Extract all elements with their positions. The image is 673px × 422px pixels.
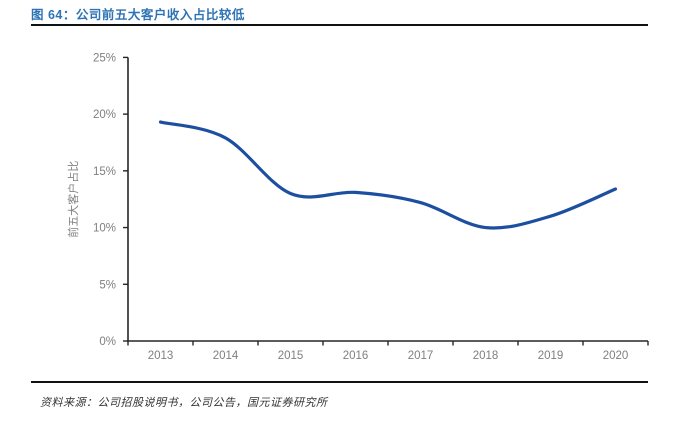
top-divider	[31, 24, 648, 26]
y-tick-label: 15%	[93, 166, 116, 178]
x-tick-label: 2016	[343, 350, 369, 362]
figure-title: 图 64：公司前五大客户收入占比较低	[31, 8, 245, 22]
source-note: 资料来源：公司招股说明书，公司公告，国元证券研究所	[40, 397, 328, 409]
x-tick-label: 2019	[538, 350, 564, 362]
x-tick-label: 2017	[408, 350, 434, 362]
x-tick-label: 2018	[473, 350, 499, 362]
y-axis-title: 前五大客户占比	[66, 161, 80, 238]
bottom-divider	[31, 381, 648, 383]
y-tick-label: 10%	[93, 223, 116, 235]
y-tick-label: 20%	[93, 109, 116, 121]
series-line	[158, 120, 618, 230]
x-tick-label: 2020	[603, 350, 629, 362]
x-tick-label: 2014	[213, 350, 239, 362]
y-tick-label: 5%	[99, 279, 116, 291]
y-tick-label: 25%	[93, 52, 116, 64]
y-tick-label: 0%	[99, 336, 116, 348]
x-tick-label: 2013	[148, 350, 174, 362]
x-tick-label: 2015	[278, 350, 304, 362]
